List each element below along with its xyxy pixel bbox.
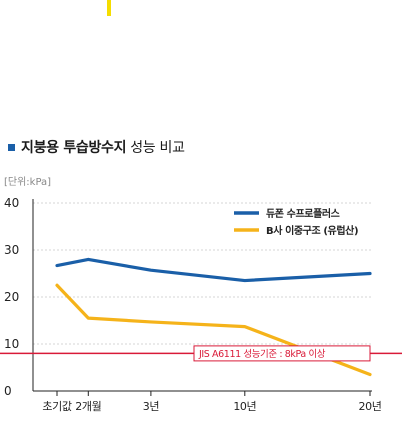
- y-tick-label-40: 40: [4, 196, 19, 210]
- reference-label: JIS A6111 성능기준 : 8kPa 이상: [198, 349, 326, 360]
- x-tick-label-2: 3년: [143, 400, 159, 413]
- title-rest-text: 성능 비교: [130, 140, 185, 156]
- legend-label-0: 듀폰 수프로플러스: [266, 207, 340, 220]
- chart-title: 지붕용 투습방수지 성능 비교: [8, 137, 185, 157]
- y-tick-label-10: 10: [4, 337, 19, 351]
- y-tick-label-30: 30: [4, 243, 19, 257]
- series-line-0: [55, 257, 372, 283]
- y-tick-label-0: 0: [4, 384, 12, 398]
- x-tick-label-1: 2개월: [75, 400, 101, 413]
- accent-bar: [107, 0, 111, 16]
- x-tick-label-3: 10년: [233, 400, 256, 413]
- title-bold-text: 지붕용 투습방수지: [21, 140, 127, 156]
- title-bullet-icon: [8, 143, 15, 151]
- reference-label-box: [193, 345, 371, 362]
- y-axis-unit-label: [단위:kPa]: [4, 177, 52, 188]
- x-tick-label-4: 20년: [359, 400, 382, 413]
- x-tick-label-0: 초기값: [42, 400, 71, 413]
- legend-label-1: B사 이중구조 (유럽산): [266, 224, 358, 237]
- y-tick-label-20: 20: [4, 290, 19, 304]
